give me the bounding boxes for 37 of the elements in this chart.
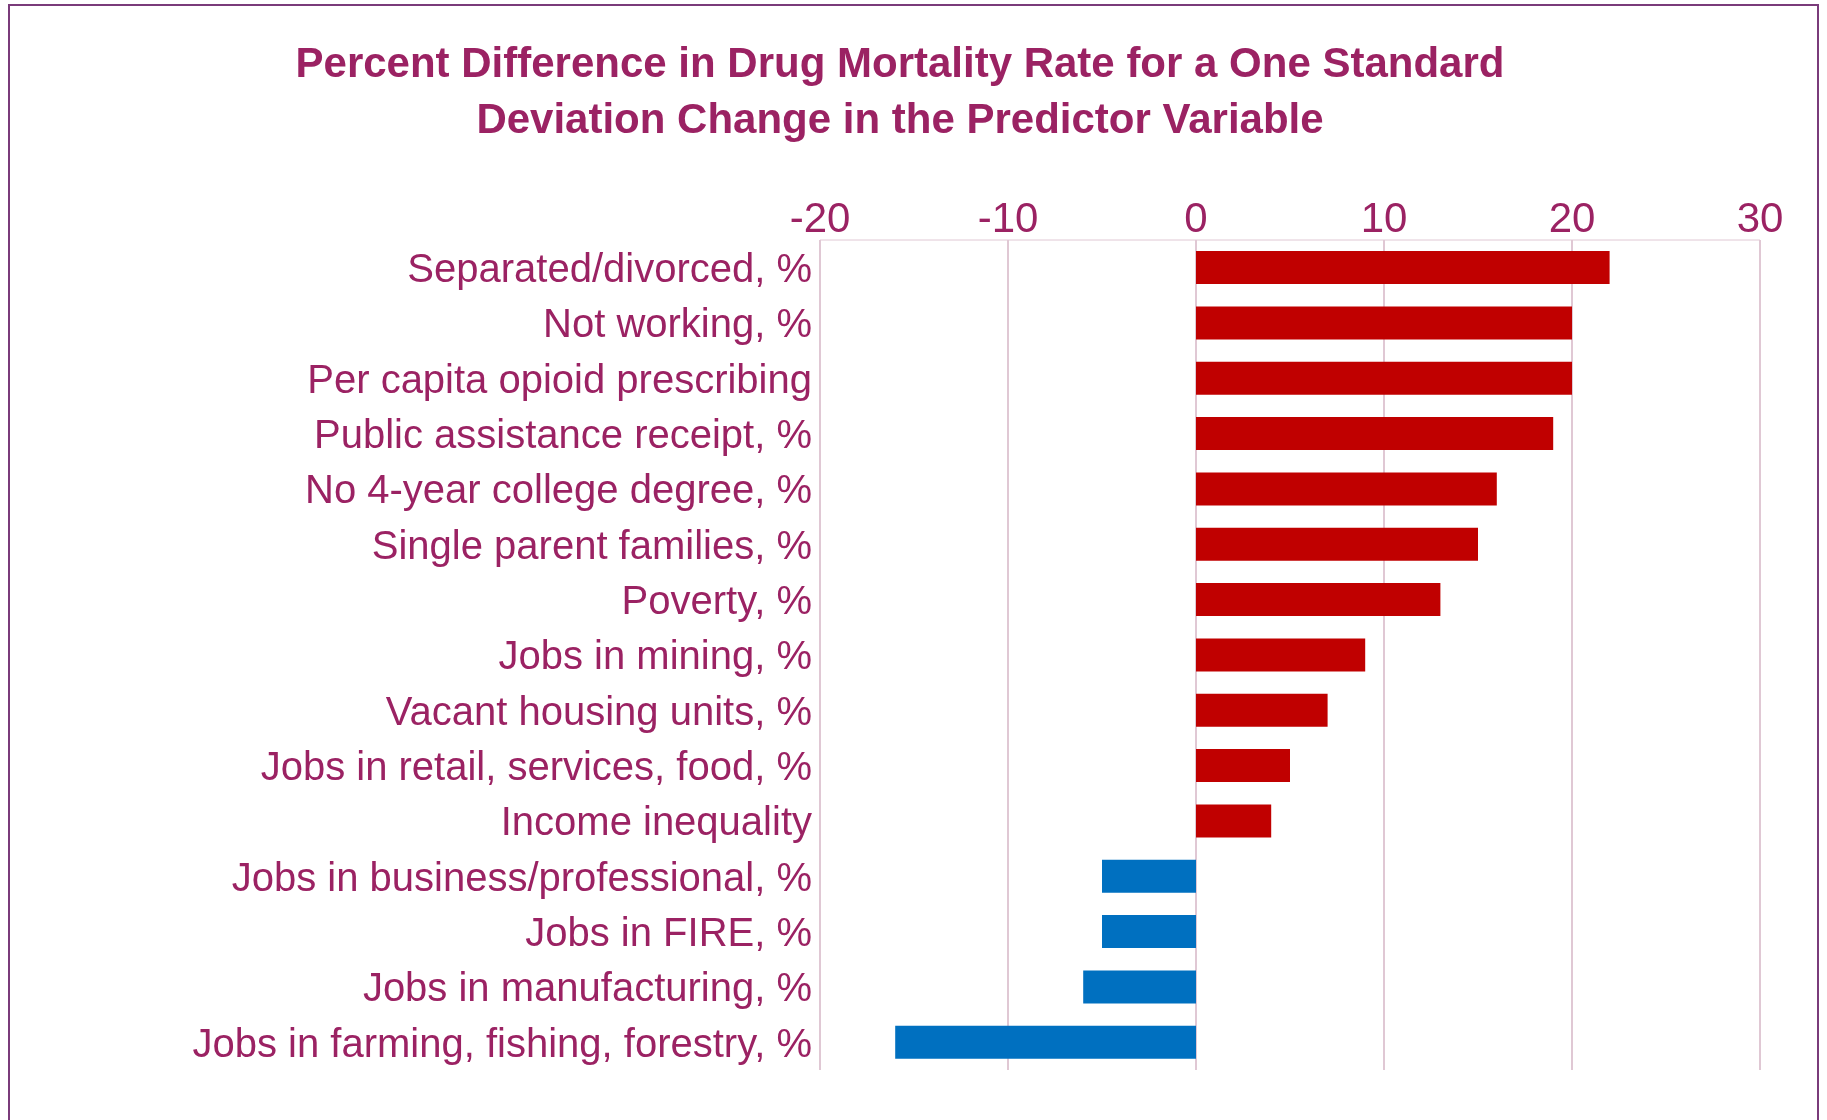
- y-tick-label: Single parent families, %: [371, 522, 812, 567]
- bar: [1196, 583, 1441, 617]
- y-tick-label: Per capita opioid prescribing: [307, 356, 812, 401]
- bar: [1196, 638, 1366, 672]
- y-tick-label: Separated/divorced, %: [407, 245, 812, 290]
- bar: [1196, 804, 1272, 838]
- bar: [1196, 251, 1610, 285]
- y-tick-label: Jobs in retail, services, food, %: [260, 743, 812, 788]
- y-tick-label: No 4-year college degree, %: [305, 467, 812, 512]
- x-tick-label: -20: [789, 194, 851, 241]
- x-tick-label: 30: [1736, 194, 1784, 241]
- y-tick-label: Poverty, %: [621, 577, 812, 622]
- y-tick-label: Public assistance receipt, %: [313, 411, 812, 456]
- bar: [1196, 749, 1290, 783]
- bar: [1196, 693, 1328, 727]
- x-tick-label: 0: [1184, 194, 1208, 241]
- y-tick-label: Jobs in FIRE, %: [525, 909, 812, 954]
- bar: [1196, 417, 1554, 451]
- bar: [1196, 306, 1572, 340]
- bar: [1102, 915, 1196, 949]
- bar: [1196, 527, 1478, 561]
- bar: [1083, 970, 1196, 1004]
- y-tick-label: Jobs in farming, fishing, forestry, %: [192, 1020, 812, 1065]
- x-tick-label: 10: [1360, 194, 1408, 241]
- x-tick-label: 20: [1548, 194, 1596, 241]
- y-tick-label: Jobs in mining, %: [498, 633, 812, 678]
- bar: [1196, 361, 1572, 395]
- bar: [1196, 472, 1497, 506]
- y-tick-label: Income inequality: [500, 799, 812, 844]
- y-tick-label: Not working, %: [543, 301, 812, 346]
- chart-title: Percent Difference in Drug Mortality Rate for a One Standard Deviation Change in the Predictor Variable: [294, 38, 1506, 144]
- y-tick-label: Vacant housing units, %: [385, 688, 812, 733]
- bar: [895, 1025, 1196, 1059]
- y-tick-label: Jobs in manufacturing, %: [362, 965, 812, 1010]
- bar: [1102, 859, 1196, 893]
- y-tick-label: Jobs in business/professional, %: [231, 854, 812, 899]
- x-tick-label: -10: [977, 194, 1039, 241]
